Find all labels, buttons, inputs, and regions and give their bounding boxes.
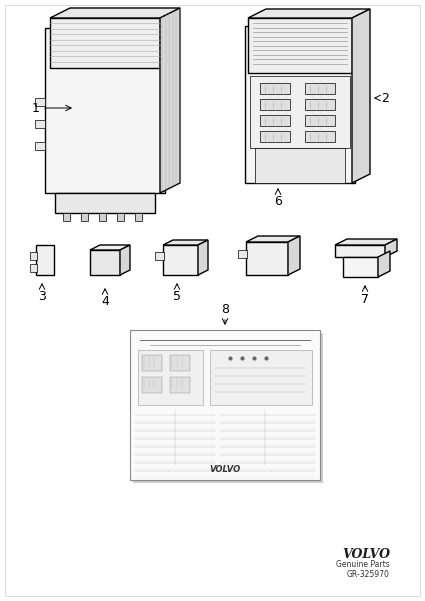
- Polygon shape: [45, 28, 165, 193]
- Bar: [81, 213, 88, 221]
- Polygon shape: [246, 236, 300, 242]
- Bar: [260, 83, 290, 94]
- Polygon shape: [160, 8, 180, 193]
- Polygon shape: [352, 9, 370, 183]
- Polygon shape: [90, 250, 120, 275]
- Text: 6: 6: [274, 195, 282, 208]
- Polygon shape: [50, 18, 160, 68]
- Polygon shape: [35, 98, 45, 106]
- Bar: [238, 250, 247, 258]
- Polygon shape: [248, 18, 352, 73]
- Text: 2: 2: [381, 91, 389, 105]
- Polygon shape: [248, 9, 370, 18]
- Bar: [63, 213, 70, 221]
- Polygon shape: [50, 8, 180, 18]
- Polygon shape: [90, 245, 130, 250]
- Polygon shape: [255, 148, 345, 183]
- Bar: [30, 252, 37, 260]
- Bar: [133, 333, 323, 483]
- Text: 3: 3: [38, 290, 46, 303]
- Text: VOLVO: VOLVO: [210, 466, 241, 475]
- Bar: [305, 83, 335, 94]
- Bar: [138, 350, 203, 405]
- Text: 4: 4: [101, 295, 109, 308]
- Bar: [135, 213, 142, 221]
- Bar: [170, 355, 190, 371]
- Polygon shape: [198, 240, 208, 275]
- Text: Genuine Parts: Genuine Parts: [336, 560, 390, 569]
- Bar: [305, 115, 335, 126]
- Polygon shape: [288, 236, 300, 275]
- Bar: [142, 355, 162, 371]
- Text: 5: 5: [173, 290, 181, 303]
- Bar: [343, 257, 378, 277]
- Polygon shape: [35, 142, 45, 150]
- Bar: [155, 252, 164, 260]
- Polygon shape: [385, 239, 397, 257]
- Bar: [260, 131, 290, 142]
- Text: 1: 1: [32, 102, 40, 115]
- Text: VOLVO: VOLVO: [342, 548, 390, 561]
- Text: 8: 8: [221, 303, 229, 316]
- Bar: [142, 377, 162, 393]
- Text: 7: 7: [361, 293, 369, 306]
- Bar: [335, 245, 385, 257]
- Bar: [210, 350, 312, 405]
- Polygon shape: [335, 239, 397, 245]
- Bar: [130, 330, 320, 480]
- Bar: [163, 245, 198, 275]
- Bar: [305, 131, 335, 142]
- Polygon shape: [245, 26, 355, 183]
- Bar: [117, 213, 124, 221]
- Polygon shape: [163, 240, 208, 245]
- Polygon shape: [250, 76, 350, 148]
- Bar: [30, 264, 37, 272]
- Polygon shape: [378, 251, 390, 277]
- Bar: [305, 99, 335, 110]
- Polygon shape: [120, 245, 130, 275]
- Polygon shape: [55, 193, 155, 213]
- Text: GR-325970: GR-325970: [347, 570, 390, 579]
- Bar: [246, 242, 288, 275]
- Bar: [260, 115, 290, 126]
- Bar: [36, 245, 54, 275]
- Bar: [99, 213, 106, 221]
- Polygon shape: [35, 120, 45, 128]
- Bar: [170, 377, 190, 393]
- Bar: [260, 99, 290, 110]
